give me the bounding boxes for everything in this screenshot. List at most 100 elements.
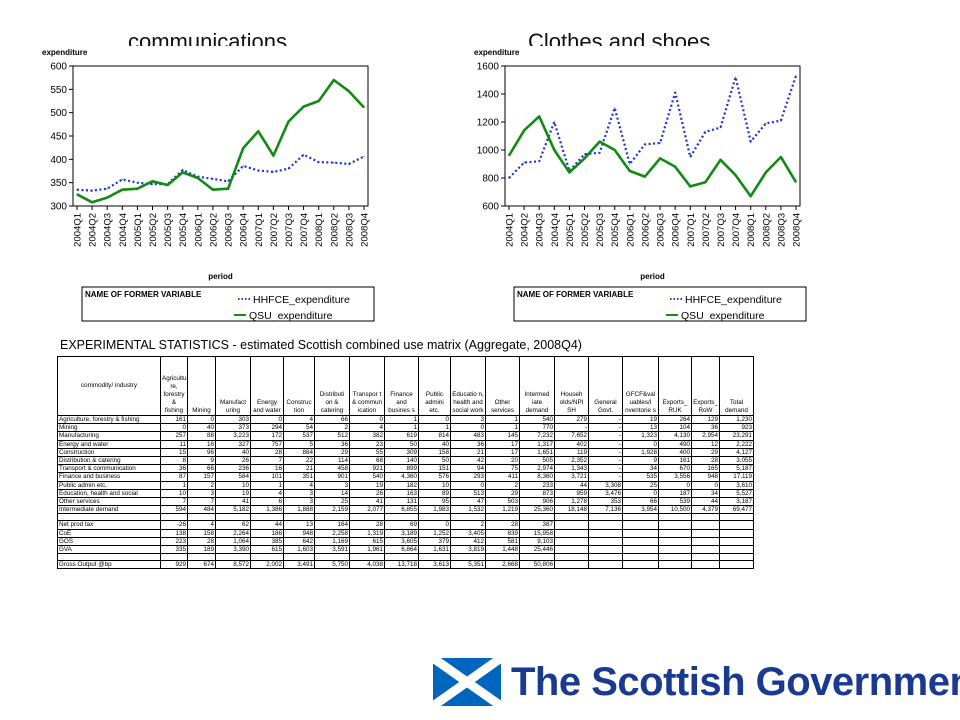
row-label: Energy and water: [57, 439, 161, 449]
chart-right-title: Clothes and shoes: [528, 29, 711, 46]
row-label: Construction: [57, 447, 161, 458]
comm-legend-label-2: QSU_expenditure: [249, 310, 333, 322]
table-cell: [622, 513, 659, 522]
clothes-point-2-2007Q4: [734, 174, 737, 176]
clothes-point-2-2008Q3: [780, 156, 782, 158]
table-cell: [485, 513, 520, 522]
table-cell: 257: [160, 431, 188, 441]
comm-point-2-2006Q1: [197, 177, 199, 179]
table-cell: 303: [215, 414, 251, 425]
table-cell: [622, 545, 659, 555]
table-cell: [588, 545, 623, 555]
clothes-ytick-label: 1200: [477, 118, 500, 129]
table-cell: [160, 513, 188, 522]
clothes-legend-label-2: QSU_expenditure: [681, 310, 765, 322]
comm-point-1-2008Q2: [333, 162, 335, 164]
table-cell: 0: [450, 480, 486, 490]
table-cell: 28: [187, 536, 216, 547]
matrix-column-header: Mining: [187, 356, 216, 416]
table-cell: 2: [314, 423, 350, 433]
clothes-point-2-2004Q2: [523, 129, 525, 131]
matrix-column-header: Agricultu re, forestry & fishing: [160, 356, 188, 416]
table-cell: 182: [384, 480, 419, 490]
matrix-column-header: Exports_ RoW: [691, 356, 720, 416]
clothes-point-2-2006Q2: [644, 176, 646, 178]
table-cell: -: [588, 447, 623, 458]
table-cell: 0: [658, 480, 692, 490]
table-cell: 0: [160, 423, 188, 433]
comm-point-2-2004Q3: [106, 197, 108, 199]
comm-xtick-label: 2006Q4: [239, 213, 250, 247]
table-cell: 839: [485, 528, 520, 538]
table-cell: 3,556: [658, 472, 692, 482]
table-cell: 7: [187, 497, 216, 507]
table-cell: 3: [187, 488, 216, 499]
clothes-point-1-2008Q4: [795, 75, 797, 77]
table-cell: 0: [187, 414, 216, 425]
comm-xtick-label: 2004Q3: [103, 213, 114, 247]
comm-point-1-2007Q2: [272, 171, 274, 173]
comm-point-1-2008Q3: [348, 163, 350, 165]
table-cell: 1: [384, 414, 419, 425]
clothes-xtick-label: 2008Q4: [792, 213, 803, 247]
table-row: Public admin etc. 1 2 10 1 4 3 19 182 10 0 2 233 44 3,…: [57, 480, 754, 490]
table-cell: 5,527: [719, 488, 754, 499]
table-cell: 884: [283, 447, 315, 458]
table-cell: 1,888: [283, 505, 315, 515]
table-cell: [250, 513, 284, 522]
comm-point-1-2006Q3: [227, 180, 229, 182]
table-cell: 674: [187, 560, 216, 570]
table-cell: [719, 536, 754, 547]
table-cell: 138: [160, 528, 188, 538]
table-cell: 28: [485, 520, 520, 530]
comm-point-1-2004Q2: [91, 190, 93, 192]
table-cell: [554, 560, 589, 570]
row-label: Mining: [57, 423, 161, 433]
table-cell: [554, 520, 589, 530]
row-label: Net prod tax: [57, 520, 161, 530]
table-cell: 402: [554, 439, 589, 449]
table-cell: 1,319: [349, 528, 385, 538]
table-cell: [588, 528, 623, 538]
saltire-flag-icon: [433, 658, 501, 706]
table-cell: 50,806: [519, 560, 555, 570]
table-cell: 7: [250, 456, 284, 466]
comm-legend-title: NAME OF FORMER VARIABLE: [85, 290, 202, 299]
comm-ylabel: expenditure: [42, 48, 88, 57]
table-cell: 44: [691, 497, 720, 507]
table-cell: [588, 553, 623, 562]
comm-xtick-label: 2007Q3: [284, 213, 295, 247]
table-cell: 4,379: [691, 505, 720, 515]
comm-point-1-2006Q4: [242, 165, 244, 167]
table-cell: 873: [519, 488, 555, 499]
table-cell: [215, 553, 251, 562]
table-row: GVA 335 189 3,390 615 1,603 3,591 1,961 6,864 1,6…: [57, 545, 754, 555]
table-cell: 458: [314, 464, 350, 474]
table-cell: 40: [215, 447, 251, 458]
row-label: GVA: [57, 545, 161, 555]
table-cell: 9: [187, 456, 216, 466]
table-cell: [691, 520, 720, 530]
table-row: [57, 553, 754, 562]
matrix-column-header: GFCF&val uables/I nventorie s: [622, 356, 659, 416]
table-cell: [554, 528, 589, 538]
table-cell: 29: [314, 447, 350, 458]
comm-point-2-2007Q2: [272, 155, 274, 157]
table-cell: [554, 545, 589, 555]
table-cell: 5,182: [215, 505, 251, 515]
comm-xtick-label: 2004Q2: [88, 213, 99, 247]
matrix-column-header: Exports_ RUK: [658, 356, 692, 416]
comm-series-hhfce-expenditure-line: [76, 153, 365, 192]
table-cell: 3: [283, 497, 315, 507]
table-cell: 11: [160, 439, 188, 449]
clothes-point-2-2007Q1: [689, 185, 691, 187]
table-cell: 62: [215, 520, 251, 530]
table-cell: 40: [418, 439, 451, 449]
table-cell: -: [588, 472, 623, 482]
table-cell: [554, 536, 589, 547]
clothes-point-2-2006Q4: [674, 166, 676, 168]
table-cell: 294: [250, 423, 284, 433]
matrix-column-header: Distributi on & catering: [314, 356, 350, 416]
table-cell: 42: [450, 456, 486, 466]
table-cell: 1: [485, 414, 520, 425]
